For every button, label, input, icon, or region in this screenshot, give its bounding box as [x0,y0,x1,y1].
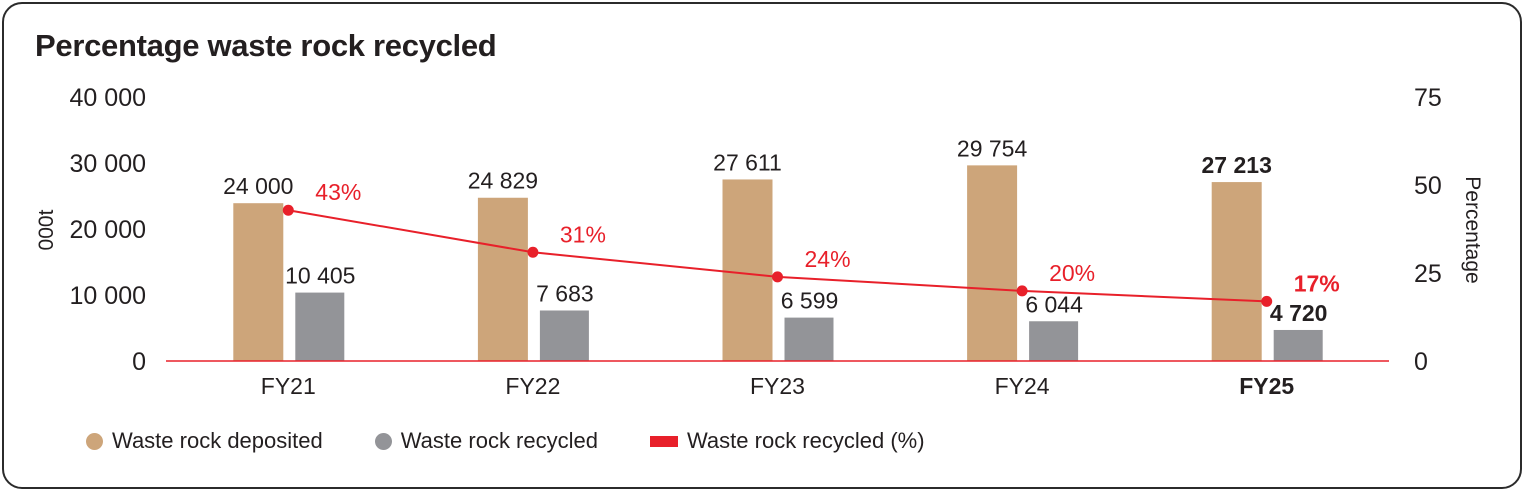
bar-value-label: 7 683 [536,280,594,306]
right-axis-tick: 75 [1414,84,1442,112]
percentage-marker [1016,285,1028,297]
percentage-value-label: 31% [560,221,606,247]
right-axis-tick: 50 [1414,172,1442,200]
bar-recycled [295,292,345,361]
bar-value-label: 10 405 [285,263,355,289]
bar-value-label: 29 754 [957,135,1028,161]
percentage-value-label: 24% [805,246,851,272]
percentage-value-label: 43% [315,179,361,205]
bar-value-label: 24 000 [223,173,293,199]
bar-value-label: 24 829 [468,168,538,194]
bar-deposited [1211,182,1262,361]
bar-value-label: 6 044 [1025,291,1083,317]
bar-deposited [967,165,1018,361]
bar-recycled [1029,321,1079,361]
bar-deposited [477,197,528,361]
percentage-marker [282,204,294,216]
left-axis-tick: 10 000 [69,282,146,310]
legend-label: Waste rock recycled [400,428,598,453]
legend-dot-icon [86,432,103,450]
bar-value-label: 27 611 [713,149,782,175]
bar-recycled [784,317,834,361]
chart-title: Percentage waste rock recycled [35,28,497,63]
x-axis-tick: FY24 [995,373,1050,399]
bar-recycled [1273,329,1323,361]
percentage-marker [772,271,783,283]
left-axis-tick: 20 000 [69,216,146,244]
bar-value-label: 6 599 [781,288,839,314]
legend-dot-icon [374,432,392,450]
percentage-value-label: 20% [1049,260,1095,286]
bar-deposited [722,179,773,361]
percentage-marker [1261,295,1273,307]
right-axis-tick: 0 [1414,348,1428,376]
legend-label: Waste rock recycled (%) [686,428,925,453]
x-axis-tick: FY22 [505,373,560,399]
legend-item-recycled[interactable]: Waste rock recycled [374,428,598,454]
bar-value-label: 27 213 [1202,152,1272,178]
left-axis-tick: 0 [132,348,146,376]
x-axis-tick: FY23 [750,373,805,399]
right-axis-tick: 25 [1414,260,1442,288]
legend-item-deposited[interactable]: Waste rock deposited [86,428,323,454]
percentage-line [288,209,1267,303]
left-axis-tick: 40 000 [69,84,146,112]
legend: Waste rock deposited Waste rock recycled… [86,428,977,454]
legend-item-recycled-percent[interactable]: Waste rock recycled (%) [649,428,925,454]
left-axis-tick: 30 000 [69,150,146,178]
bar-recycled [539,310,589,361]
bar-value-label: 4 720 [1270,300,1328,326]
percentage-marker [527,246,539,258]
x-axis-tick: FY21 [261,373,316,399]
legend-line-icon [649,435,678,447]
legend-label: Waste rock deposited [112,428,323,453]
x-axis-tick: FY25 [1239,373,1294,399]
percentage-value-label: 17% [1294,270,1340,296]
bar-deposited [233,203,284,361]
